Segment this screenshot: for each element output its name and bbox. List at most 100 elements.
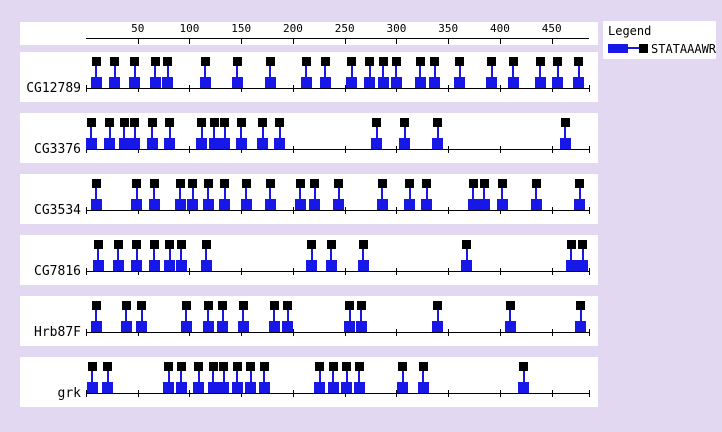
motif-site-square xyxy=(353,382,365,393)
motif-site-square xyxy=(309,199,321,210)
motif-site-square xyxy=(333,199,345,210)
motif-flag-icon xyxy=(91,57,101,66)
motif-marker-stem xyxy=(207,188,210,199)
motif-flag-icon xyxy=(219,362,229,371)
motif-marker-stem xyxy=(348,310,351,321)
motif-flag-icon xyxy=(326,240,336,249)
motif-marker-stem xyxy=(381,188,383,199)
motif-flag-icon xyxy=(487,57,497,66)
motif-marker-stem xyxy=(151,127,154,138)
motif-marker-stem xyxy=(332,371,335,382)
motif-flag-icon xyxy=(130,118,140,127)
motif-site-square xyxy=(319,77,331,88)
motif-marker-stem xyxy=(236,371,239,382)
motif-site-square xyxy=(180,321,192,332)
motif-site-square xyxy=(300,77,312,88)
motif-site-square xyxy=(202,199,214,210)
motif-site-square xyxy=(341,382,353,393)
motif-flag-icon xyxy=(121,301,131,310)
sequence-tick xyxy=(344,329,346,336)
motif-site-square xyxy=(148,199,160,210)
sequence-tick xyxy=(396,329,398,336)
motif-marker-stem xyxy=(153,188,156,199)
ruler-tick-label: 50 xyxy=(131,22,145,35)
motif-flag-icon xyxy=(176,362,186,371)
motif-flag-icon xyxy=(400,118,410,127)
motif-marker-stem xyxy=(556,66,559,77)
motif-site-square xyxy=(187,199,199,210)
motif-site-square xyxy=(268,321,280,332)
motif-flag-icon xyxy=(201,240,211,249)
motif-marker-stem xyxy=(570,249,573,260)
motif-flag-icon xyxy=(320,57,330,66)
motif-site-square xyxy=(207,382,219,393)
motif-site-square xyxy=(357,260,369,271)
motif-flag-icon xyxy=(194,362,204,371)
motif-flag-icon xyxy=(391,57,401,66)
sequence-tick xyxy=(86,207,87,214)
motif-marker-stem xyxy=(97,249,100,260)
sequence-tick xyxy=(551,207,553,214)
motif-marker-stem xyxy=(483,188,486,199)
motif-marker-stem xyxy=(249,371,252,382)
motif-site-square xyxy=(175,260,187,271)
ruler-axis-line xyxy=(86,38,589,39)
sequence-tick xyxy=(396,390,398,397)
sequence-tick xyxy=(589,268,590,275)
motif-marker-stem xyxy=(205,249,208,260)
sequence-tick xyxy=(344,146,346,153)
sequence-tick xyxy=(551,85,553,92)
motif-site-square xyxy=(264,199,276,210)
motif-flag-icon xyxy=(345,301,355,310)
sequence-line xyxy=(86,149,589,150)
motif-marker-stem xyxy=(273,310,276,321)
motif-marker-stem xyxy=(166,66,169,77)
sequence-tick xyxy=(589,85,590,92)
motif-flag-icon xyxy=(165,118,175,127)
motif-marker-stem xyxy=(436,127,439,138)
legend-connector-line xyxy=(628,47,639,49)
motif-marker-stem xyxy=(185,310,188,321)
sequence-tick xyxy=(86,268,87,275)
motif-marker-stem xyxy=(123,127,126,138)
sequence-tick xyxy=(86,85,87,92)
motif-flag-icon xyxy=(310,179,320,188)
motif-flag-icon xyxy=(164,362,174,371)
motif-marker-stem xyxy=(458,66,461,77)
motif-marker-stem xyxy=(154,66,157,77)
motif-marker-stem xyxy=(108,127,111,138)
sequence-tick xyxy=(189,207,191,214)
sequence-line xyxy=(86,271,589,272)
motif-site-square xyxy=(258,382,270,393)
motif-marker-stem xyxy=(581,249,584,260)
sequence-tick xyxy=(589,390,590,397)
sequence-tick xyxy=(241,329,243,336)
motif-site-square xyxy=(552,77,564,88)
motif-flag-icon xyxy=(479,179,489,188)
sequence-tick xyxy=(241,268,243,275)
motif-marker-stem xyxy=(345,371,348,382)
motif-marker-stem xyxy=(330,249,333,260)
motif-site-square xyxy=(573,77,585,88)
legend-panel: Legend STATAAAWR xyxy=(603,21,716,59)
motif-marker-stem xyxy=(180,249,183,260)
motif-site-square xyxy=(174,199,186,210)
motif-site-square xyxy=(131,199,143,210)
motif-site-square xyxy=(102,382,114,393)
motif-marker-stem xyxy=(90,127,93,138)
motif-site-square xyxy=(530,199,542,210)
motif-site-square xyxy=(231,382,243,393)
motif-site-square xyxy=(346,77,358,88)
motif-flag-icon xyxy=(575,179,585,188)
sequence-tick xyxy=(448,207,450,214)
ruler-tick-label: 400 xyxy=(490,22,510,35)
sequence-tick xyxy=(137,390,139,397)
ruler-tick xyxy=(292,38,294,44)
motif-marker-stem xyxy=(305,66,308,77)
motif-marker-stem xyxy=(535,188,538,199)
motif-site-square xyxy=(208,138,220,149)
sequence-tick xyxy=(189,146,191,153)
motif-marker-stem xyxy=(310,249,313,260)
gene-row: CG3534 xyxy=(20,174,598,224)
motif-marker-stem xyxy=(240,127,243,138)
